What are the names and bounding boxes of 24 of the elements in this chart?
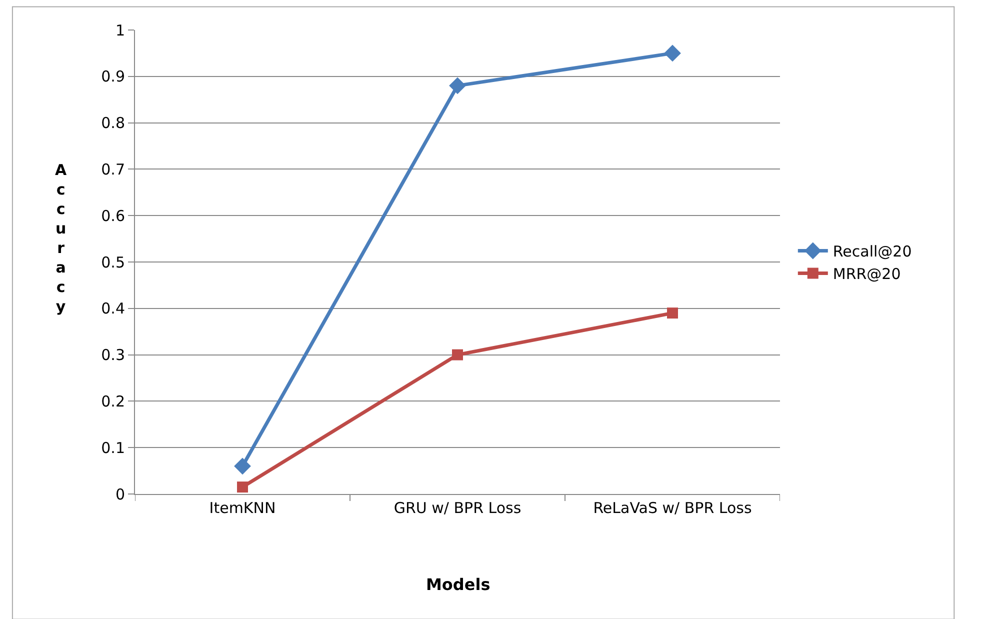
point	[667, 308, 678, 319]
x-tick-label: ItemKNN	[209, 499, 276, 517]
x-axis-title: Models	[426, 575, 490, 594]
y-tick-label: 0.9	[101, 68, 125, 86]
y-tick-label: 0.8	[101, 114, 125, 132]
y-tick-label: 1	[115, 21, 125, 40]
y-tick-label: 0.4	[101, 300, 125, 318]
y-tick-label: 0.7	[101, 160, 125, 178]
point	[449, 77, 466, 94]
x-tick-label: GRU w/ BPR Loss	[394, 499, 522, 517]
y-axis-title: Accuracy	[55, 161, 67, 316]
y-tick-label: 0.1	[101, 438, 125, 457]
legend-label: MRR@20	[832, 265, 901, 284]
point	[452, 349, 463, 360]
y-tick-label: 0.6	[101, 206, 125, 225]
y-tick-label: 0	[115, 485, 125, 504]
y-tick-label: 0.3	[101, 346, 125, 364]
y-tick-label: 0.2	[101, 392, 125, 410]
legend-label: Recall@20	[832, 242, 912, 261]
y-tick-label: 0.5	[101, 253, 125, 272]
point	[237, 482, 248, 493]
x-tick-label: ReLaVaS w/ BPR Loss	[593, 499, 752, 517]
point	[234, 458, 251, 475]
point	[664, 44, 681, 62]
